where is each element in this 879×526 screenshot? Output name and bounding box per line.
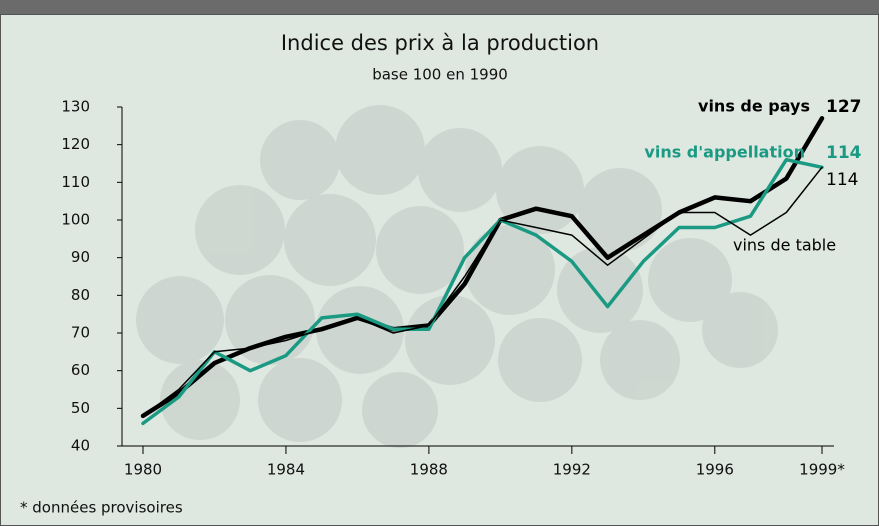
x-tick-label: 1980	[124, 461, 162, 479]
y-tick-label: 120	[61, 135, 90, 153]
x-tick-label: 1996	[696, 461, 734, 479]
y-tick-label: 50	[71, 399, 90, 417]
end-value-label: 114	[826, 170, 858, 190]
y-tick-label: 130	[61, 98, 90, 116]
series-name: vins d'appellation	[644, 143, 805, 162]
grape-decoration	[136, 105, 778, 448]
series-line	[142, 166, 823, 417]
end-value-label: 114	[826, 143, 862, 163]
footnote: * données provisoires	[20, 499, 183, 517]
y-tick-label: 80	[71, 286, 90, 304]
top-band	[0, 0, 879, 14]
x-tick-label: 1984	[267, 461, 305, 479]
y-tick-label: 70	[71, 324, 90, 342]
y-tick-label: 100	[61, 211, 90, 229]
series-name: vins de table	[733, 236, 836, 255]
y-tick-label: 90	[71, 248, 90, 266]
end-value-label: 127	[826, 97, 862, 117]
chart-subtitle: base 100 en 1990	[372, 66, 508, 84]
series-name: vins de pays	[698, 97, 810, 116]
x-tick-label: 1988	[410, 461, 448, 479]
series-line	[141, 157, 824, 426]
y-tick-label: 40	[71, 437, 90, 455]
x-tick-label: 1999*	[799, 461, 845, 479]
chart-title: Indice des prix à la production	[281, 31, 599, 55]
y-tick-label: 60	[71, 361, 90, 379]
x-tick-label: 1992	[553, 461, 591, 479]
y-tick-label: 110	[61, 173, 90, 191]
